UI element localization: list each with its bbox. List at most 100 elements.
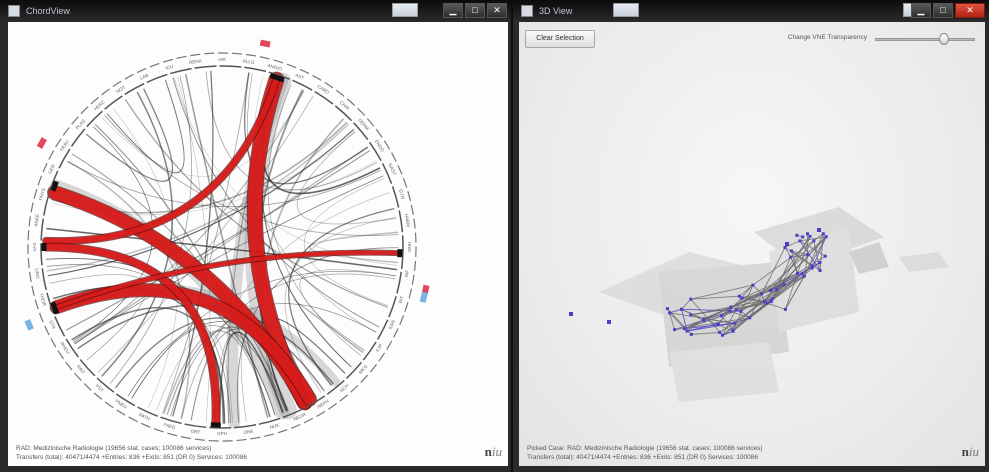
segment-label[interactable]: ORT bbox=[190, 429, 200, 435]
network-node[interactable] bbox=[760, 292, 764, 296]
network-node[interactable] bbox=[702, 319, 706, 323]
network-node[interactable] bbox=[666, 307, 670, 311]
segment-label[interactable]: KJP bbox=[375, 343, 384, 353]
close-button[interactable]: ✕ bbox=[487, 3, 507, 18]
selected-segment[interactable] bbox=[50, 301, 60, 315]
chord[interactable] bbox=[267, 84, 361, 356]
segment-label[interactable]: NEPH bbox=[316, 399, 329, 410]
segment-label[interactable]: ENDO bbox=[374, 139, 386, 153]
segment-label[interactable]: GYN bbox=[398, 189, 406, 200]
chord[interactable] bbox=[74, 175, 384, 344]
chord[interactable] bbox=[106, 79, 185, 174]
segment-label[interactable]: INT bbox=[398, 295, 405, 304]
chord[interactable] bbox=[66, 150, 370, 331]
segment-label[interactable]: CARD bbox=[316, 84, 330, 96]
segment-label[interactable]: URO bbox=[34, 268, 40, 279]
network-node[interactable] bbox=[668, 311, 672, 315]
network-node[interactable] bbox=[806, 253, 810, 257]
network-node[interactable] bbox=[812, 239, 816, 243]
network-node[interactable] bbox=[685, 329, 689, 333]
selected-segment[interactable] bbox=[41, 243, 47, 251]
segment-label[interactable]: NOT bbox=[115, 85, 126, 95]
chord[interactable] bbox=[296, 130, 397, 225]
segment-label[interactable]: GER bbox=[47, 163, 56, 175]
chord[interactable] bbox=[163, 330, 271, 418]
3d-scene-canvas[interactable]: Clear Selection Change VNE Transparency … bbox=[519, 22, 985, 466]
segment-label[interactable]: STR bbox=[48, 319, 57, 330]
chord[interactable] bbox=[284, 217, 396, 393]
network-node[interactable] bbox=[702, 317, 706, 321]
network-node[interactable] bbox=[731, 329, 735, 333]
segment-label[interactable]: ICU bbox=[165, 64, 174, 71]
chord[interactable] bbox=[73, 146, 368, 344]
clear-selection-button[interactable]: Clear Selection bbox=[525, 30, 595, 48]
network-node[interactable] bbox=[751, 283, 755, 287]
chord[interactable] bbox=[67, 161, 381, 208]
segment-label[interactable]: PNEU bbox=[114, 399, 127, 410]
network-node[interactable] bbox=[716, 323, 720, 327]
network-node[interactable] bbox=[810, 264, 814, 268]
network-node[interactable] bbox=[740, 296, 744, 300]
segment-label[interactable]: VAS bbox=[32, 243, 37, 252]
network-node[interactable] bbox=[680, 307, 684, 311]
chord[interactable] bbox=[185, 73, 269, 418]
segment-label[interactable]: PAED bbox=[163, 422, 177, 430]
transparency-slider[interactable] bbox=[875, 38, 975, 41]
chord[interactable] bbox=[288, 208, 395, 386]
network-node[interactable] bbox=[785, 242, 789, 246]
segment-label[interactable]: MKG bbox=[358, 363, 369, 375]
network-node[interactable] bbox=[673, 328, 677, 332]
chord[interactable] bbox=[42, 243, 220, 427]
network-node[interactable] bbox=[806, 232, 810, 236]
network-node[interactable] bbox=[770, 297, 774, 301]
selected-segment[interactable] bbox=[397, 249, 403, 258]
network-node[interactable] bbox=[732, 321, 736, 325]
segment-label[interactable]: ONK bbox=[243, 429, 254, 435]
network-node[interactable] bbox=[607, 320, 611, 324]
segment-label[interactable]: GAST bbox=[387, 162, 397, 176]
3d-network-view[interactable] bbox=[519, 22, 985, 466]
network-node[interactable] bbox=[728, 309, 732, 313]
segment-label[interactable]: NEUR bbox=[293, 412, 308, 422]
chord[interactable] bbox=[104, 115, 399, 237]
network-node[interactable] bbox=[689, 313, 693, 317]
segment-label[interactable]: AIR bbox=[218, 57, 226, 62]
slider-thumb[interactable] bbox=[939, 33, 949, 45]
network-node[interactable] bbox=[783, 307, 787, 311]
segment-label[interactable]: OPH bbox=[217, 431, 227, 436]
network-node[interactable] bbox=[775, 288, 779, 292]
title-bar[interactable]: 3D View ▁ □ ✕ bbox=[513, 0, 989, 22]
network-node[interactable] bbox=[796, 271, 800, 275]
segment-label[interactable]: PATH bbox=[138, 412, 151, 421]
network-node[interactable] bbox=[718, 330, 722, 334]
chord[interactable] bbox=[67, 160, 191, 419]
chord[interactable] bbox=[94, 124, 271, 417]
segment-label[interactable]: PHYS bbox=[38, 188, 46, 201]
segment-label[interactable]: PSY bbox=[95, 383, 105, 393]
segment-label[interactable]: KAR bbox=[388, 319, 397, 330]
network-node[interactable] bbox=[810, 266, 814, 270]
network-node[interactable] bbox=[689, 332, 693, 336]
network-node[interactable] bbox=[782, 282, 786, 286]
network-node[interactable] bbox=[729, 305, 733, 309]
chord[interactable] bbox=[110, 75, 192, 384]
network-node[interactable] bbox=[739, 309, 743, 313]
close-button[interactable]: ✕ bbox=[955, 3, 985, 18]
chord[interactable] bbox=[131, 271, 396, 399]
segment-label[interactable]: RAD bbox=[76, 364, 87, 375]
segment-label[interactable]: INF bbox=[404, 269, 410, 277]
network-node[interactable] bbox=[737, 294, 741, 298]
chord[interactable] bbox=[54, 250, 400, 310]
chord[interactable] bbox=[247, 73, 377, 333]
selected-segment[interactable] bbox=[50, 180, 59, 192]
network-node[interactable] bbox=[795, 233, 799, 237]
chord[interactable] bbox=[47, 129, 354, 277]
title-bar[interactable]: ChordView ▁ □ ✕ bbox=[0, 0, 511, 22]
chord[interactable] bbox=[308, 231, 399, 264]
network-node[interactable] bbox=[801, 235, 805, 239]
minimize-button[interactable]: ▁ bbox=[911, 3, 931, 18]
segment-label[interactable]: LAB bbox=[139, 73, 149, 81]
network-node[interactable] bbox=[765, 301, 769, 305]
segment-label[interactable]: PLAS bbox=[75, 118, 86, 130]
network-node[interactable] bbox=[800, 272, 804, 276]
